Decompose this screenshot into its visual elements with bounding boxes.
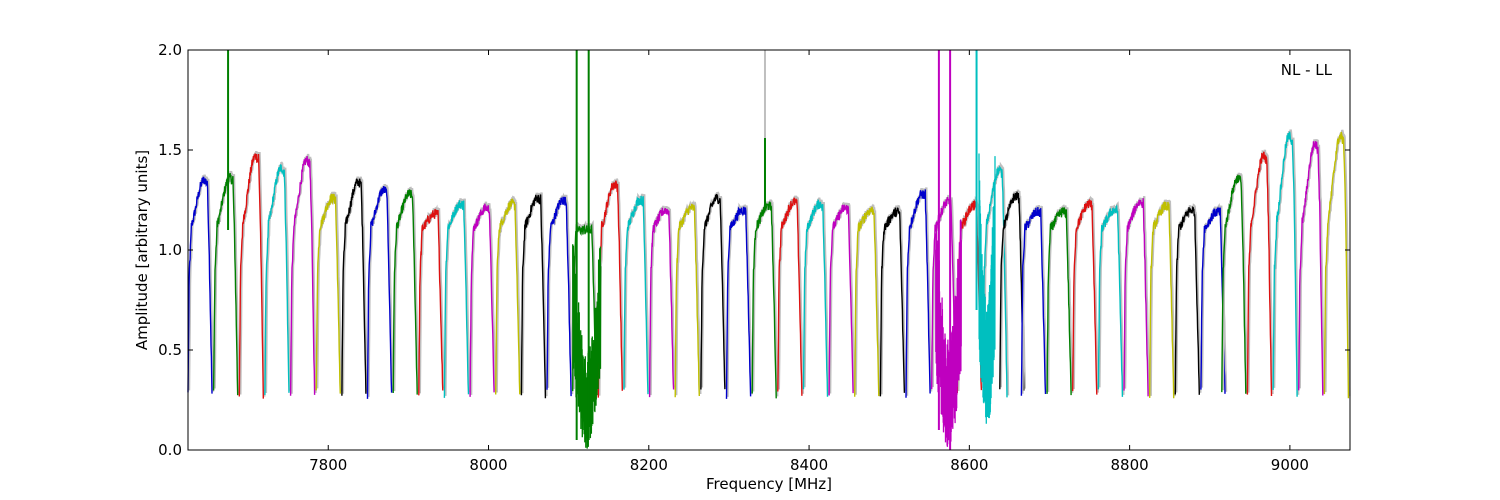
channel-trace-16 (597, 180, 623, 398)
channel-trace-0 (187, 176, 213, 394)
x-axis-title: Frequency [MHz] (706, 475, 832, 493)
trace-group (187, 50, 1351, 450)
x-tick-label: 8600 (950, 456, 988, 474)
channel-trace-39 (1174, 206, 1200, 395)
channel-trace-27 (879, 207, 906, 397)
channel-trace-40 (1200, 206, 1226, 394)
channel-trace-45 (1323, 131, 1350, 399)
x-tick-label: 8400 (790, 456, 828, 474)
channel-trace-44 (1298, 141, 1324, 396)
y-tick-label: 1.5 (158, 141, 182, 159)
x-tick-label: 8200 (630, 456, 668, 474)
channel-trace-17 (623, 195, 649, 395)
channel-trace-36 (1097, 204, 1124, 397)
channel-trace-22 (751, 201, 777, 399)
channel-trace-6 (341, 178, 367, 396)
channel-trace-41 (1221, 174, 1247, 394)
channel-trace-32 (999, 191, 1025, 391)
channel-trace-43 (1272, 131, 1298, 397)
channel-trace-37 (1123, 198, 1149, 397)
rfi-noise-region-2 (978, 153, 996, 424)
channel-trace-23 (777, 197, 803, 396)
channel-trace-18 (648, 207, 675, 398)
channel-trace-3 (264, 164, 290, 396)
background-trace-4 (290, 153, 317, 394)
background-trace-16 (598, 178, 625, 396)
x-tick-label: 8800 (1111, 456, 1149, 474)
rfi-noise-region-1 (935, 219, 962, 447)
channel-trace-8 (392, 189, 418, 395)
channel-trace-29 (931, 196, 957, 390)
channel-trace-21 (725, 206, 752, 399)
channel-trace-12 (495, 198, 521, 395)
channel-trace-14 (546, 196, 572, 397)
y-axis-title: Amplitude [arbitrary units] (133, 150, 151, 350)
channel-trace-11 (469, 203, 495, 397)
x-tick-label: 7800 (309, 456, 347, 474)
x-tick-label: 8000 (469, 456, 507, 474)
channel-trace-35 (1072, 198, 1098, 395)
background-trace-2 (239, 151, 266, 397)
channel-trace-42 (1246, 151, 1273, 397)
channel-trace-1 (212, 172, 239, 396)
x-tick-label: 9000 (1271, 456, 1309, 474)
channel-trace-38 (1149, 201, 1175, 399)
channel-trace-28 (905, 189, 931, 398)
y-tick-label: 0.5 (158, 341, 182, 359)
channel-trace-5 (315, 193, 341, 394)
channel-trace-13 (520, 194, 547, 399)
y-tick-label: 0.0 (158, 441, 182, 459)
background-trace-17 (623, 192, 651, 393)
background-trace-43 (1272, 129, 1300, 395)
channel-trace-7 (366, 186, 393, 399)
channel-trace-4 (289, 155, 316, 396)
channel-trace-24 (802, 199, 829, 397)
channel-trace-33 (1020, 207, 1047, 396)
channel-trace-10 (443, 200, 470, 398)
tick-group: 7800 8000 8200 8400 8600 8800 9000 0.0 0.5 1.0 1.5… (158, 41, 1350, 474)
channel-trace-20 (700, 193, 726, 390)
y-tick-label: 1.0 (158, 241, 182, 259)
channel-trace-26 (854, 206, 880, 397)
y-tick-label: 2.0 (158, 41, 182, 59)
channel-trace-19 (674, 203, 700, 398)
channel-trace-2 (238, 153, 264, 399)
channel-trace-25 (828, 204, 854, 396)
baseline-annotation: NL - LL (1281, 61, 1333, 79)
channel-trace-9 (418, 208, 444, 396)
channel-trace-34 (1046, 207, 1072, 396)
